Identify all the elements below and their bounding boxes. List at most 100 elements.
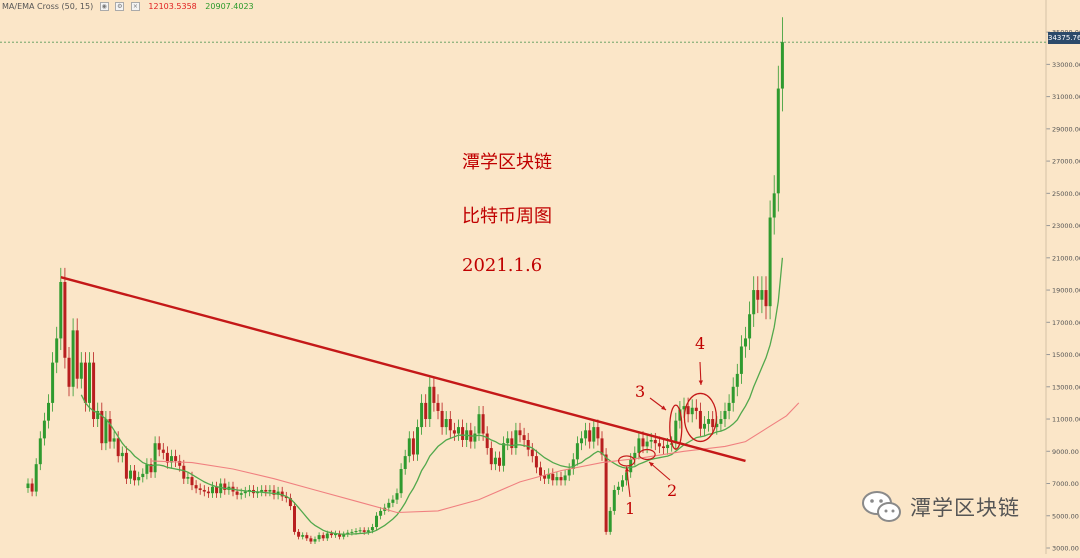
candle-body — [452, 430, 456, 434]
candle-body — [424, 402, 428, 420]
candle-body — [567, 469, 571, 476]
gear-icon[interactable]: ⚙ — [115, 2, 125, 11]
candle-body — [338, 533, 342, 537]
candle-body — [293, 506, 296, 532]
indicator-header: MA/EMA Cross (50, 15) ◉ ⚙ × 12103.5358 2… — [0, 0, 254, 14]
candle-body — [116, 438, 120, 457]
candle-body — [202, 489, 206, 492]
candle-body — [625, 472, 629, 481]
candle-body — [649, 439, 653, 442]
candle-body — [42, 420, 46, 439]
candle-body — [580, 438, 583, 444]
candle-body — [682, 406, 686, 410]
y-tick-label: 21000.00 — [1052, 254, 1080, 262]
trendline — [60, 276, 746, 463]
candle-body — [756, 290, 760, 300]
candle-body — [498, 457, 501, 466]
candle-body — [604, 454, 608, 532]
arrow-2-head — [649, 462, 654, 467]
candle-body — [739, 346, 743, 374]
candle-body — [752, 290, 756, 315]
candle-body — [174, 456, 178, 461]
candle-body — [284, 496, 288, 499]
candle-body — [764, 290, 768, 307]
candle-body — [448, 419, 452, 431]
candle-body — [100, 410, 104, 444]
candle-body — [723, 410, 727, 420]
candle-body — [301, 535, 305, 537]
marker-ellipse-1 — [617, 455, 636, 467]
candle-body — [288, 498, 292, 507]
candle-body — [563, 475, 567, 481]
candle-body — [55, 338, 59, 363]
candle-body — [608, 510, 612, 532]
candle-body — [157, 443, 161, 450]
candle-body — [211, 486, 214, 494]
candle-body — [75, 330, 79, 379]
candle-body — [502, 443, 506, 466]
candle-body — [596, 427, 600, 439]
candle-body — [547, 473, 551, 479]
candle-body — [375, 515, 378, 528]
candle-body — [104, 419, 108, 444]
candle-body — [165, 452, 169, 463]
candle-body — [420, 402, 424, 428]
candle-body — [772, 193, 776, 218]
candle-body — [161, 449, 165, 453]
candle-body — [690, 407, 694, 415]
eye-icon[interactable]: ◉ — [99, 2, 109, 11]
candle-body — [543, 475, 547, 479]
y-tick-label: 9000.00 — [1052, 448, 1079, 456]
candle-body — [26, 483, 30, 489]
close-icon[interactable]: × — [130, 2, 140, 11]
candle-body — [539, 467, 542, 476]
candle-body — [780, 42, 784, 89]
candle-body — [477, 414, 481, 434]
candle-body — [260, 489, 264, 492]
candle-body — [366, 530, 370, 532]
candle-body — [662, 446, 665, 449]
candle-body — [133, 470, 137, 481]
candle-body — [297, 531, 301, 537]
candle-body — [182, 465, 186, 479]
candle-body — [444, 419, 448, 428]
candle-body — [481, 414, 485, 434]
candle-body — [432, 386, 436, 403]
arrow-1-head — [624, 467, 630, 472]
candle-body — [657, 443, 661, 447]
candle-body — [457, 427, 460, 434]
candle-body — [711, 419, 715, 428]
candle-body — [47, 402, 50, 421]
candle-body — [621, 480, 624, 487]
candle-body — [59, 282, 63, 339]
marker-ellipse-4 — [683, 392, 718, 443]
candle-body — [395, 493, 399, 500]
candle-body — [354, 531, 358, 533]
candle-body — [305, 535, 309, 539]
candle-body — [641, 438, 645, 447]
y-tick-label: 23000.00 — [1052, 222, 1080, 230]
candle-body — [633, 452, 637, 460]
candle-body — [219, 483, 223, 494]
candle-body — [170, 456, 173, 463]
candle-body — [686, 406, 690, 415]
candle-body — [112, 438, 116, 442]
candle-body — [748, 314, 752, 339]
annotation-line-2: 比特币周图 — [462, 206, 552, 227]
candle-body — [276, 491, 280, 495]
candle-body — [485, 433, 489, 449]
candle-body — [403, 456, 407, 470]
watermark: 潭学区块链 — [860, 488, 1020, 526]
marker-label-4: 4 — [695, 334, 705, 353]
candle-body — [186, 477, 190, 479]
candle-body — [489, 448, 493, 465]
candle-body — [67, 357, 71, 387]
candle-body — [731, 386, 735, 403]
candle-body — [666, 444, 670, 449]
candle-body — [559, 477, 563, 481]
indicator-value-1: 12103.5358 — [148, 2, 197, 11]
candle-body — [198, 488, 202, 490]
y-tick-label: 13000.00 — [1052, 383, 1080, 391]
